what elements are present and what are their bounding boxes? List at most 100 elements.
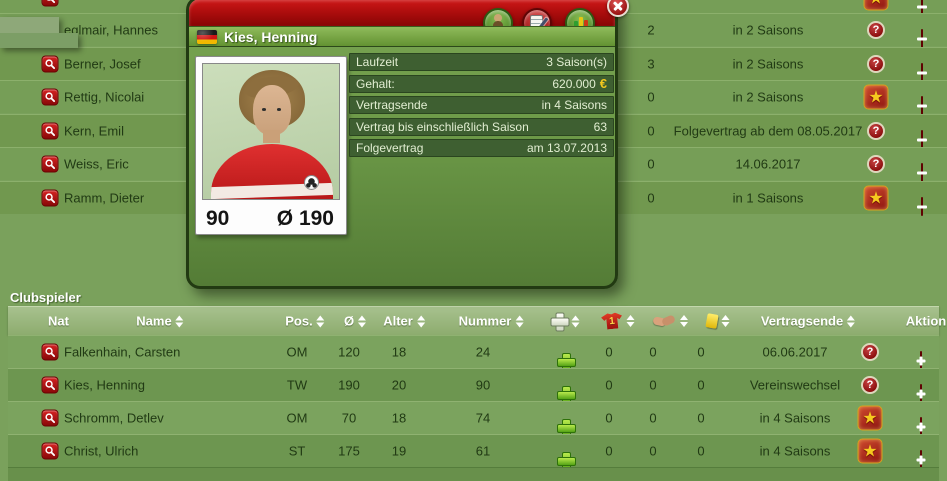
magnifier-icon[interactable]: [41, 343, 59, 361]
table-row: Falkenhain, Carsten OM 120 18 24 0 0 0 0…: [8, 335, 939, 370]
status-badge[interactable]: [861, 376, 879, 394]
menu-fragment-top: [0, 17, 59, 33]
sort-icon[interactable]: [721, 315, 730, 327]
remove-player-button[interactable]: [921, 96, 923, 115]
column-header-avg[interactable]: Ø: [344, 314, 367, 329]
table-row-partial: [8, 467, 939, 481]
popup-player-header: Kies, Henning: [189, 26, 615, 47]
stat-value: 0: [697, 377, 705, 393]
count-value: 3: [647, 56, 655, 72]
sort-icon[interactable]: [316, 315, 325, 327]
magnifier-icon[interactable]: [41, 442, 59, 460]
sort-icon[interactable]: [358, 315, 367, 327]
column-header-pos[interactable]: Pos.: [285, 314, 325, 329]
avg-strength: 190: [338, 377, 360, 393]
sort-icon[interactable]: [626, 315, 635, 327]
detail-label: Gehalt:: [356, 76, 395, 91]
player-name[interactable]: Ramm, Dieter: [64, 190, 145, 206]
magnifier-icon[interactable]: [41, 55, 59, 73]
shirt-number: 24: [475, 344, 491, 360]
sort-icon[interactable]: [847, 315, 856, 327]
detail-value: am 13.07.2013: [526, 141, 607, 155]
column-header-shirt[interactable]: 1: [602, 313, 635, 329]
status-badge[interactable]: [863, 185, 889, 211]
sort-icon[interactable]: [571, 315, 580, 327]
remove-player-button[interactable]: [921, 0, 923, 16]
status-badge[interactable]: [861, 343, 879, 361]
player-name[interactable]: Falkenhain, Carsten: [64, 344, 181, 360]
status-badge[interactable]: [867, 155, 885, 173]
column-header-fitness[interactable]: [550, 312, 580, 332]
section-title: Clubspieler: [10, 290, 81, 305]
magnifier-icon[interactable]: [41, 88, 59, 106]
player-detail-popup: Kies, Henning 90 Ø 190 Laufzeit 3 Saiso: [186, 0, 629, 289]
column-header-handshake[interactable]: [652, 314, 688, 328]
status-badge[interactable]: [867, 21, 885, 39]
detail-value: in 4 Saisons: [541, 98, 607, 112]
add-player-button[interactable]: [920, 450, 922, 469]
detail-label: Vertragsende: [356, 98, 428, 112]
magnifier-icon[interactable]: [41, 376, 59, 394]
detail-label: Folgevertrag: [356, 141, 424, 155]
detail-row: Vertragsende in 4 Saisons: [349, 96, 614, 114]
yellow-card-icon: [705, 313, 719, 329]
add-player-button[interactable]: [920, 417, 922, 436]
stat-value: 0: [697, 344, 705, 360]
sort-icon[interactable]: [680, 315, 688, 327]
detail-label: Laufzeit: [356, 55, 399, 69]
status-badge[interactable]: [863, 0, 889, 11]
table-row: Christ, Ulrich ST 175 19 61 0 0 0 in 4 S…: [8, 434, 939, 469]
magnifier-icon[interactable]: [41, 0, 59, 7]
player-name[interactable]: Kies, Henning: [64, 377, 145, 393]
magnifier-icon[interactable]: [41, 122, 59, 140]
contract-end: 14.06.2017: [735, 156, 801, 172]
position: ST: [288, 443, 306, 459]
detail-value: 3 Saison(s): [546, 55, 607, 69]
close-button[interactable]: [607, 0, 629, 17]
sort-icon[interactable]: [175, 315, 184, 327]
column-header-nat: Nat: [48, 313, 69, 329]
status-badge[interactable]: [857, 438, 883, 464]
stat-value: 0: [649, 410, 657, 426]
remove-player-button[interactable]: [921, 29, 923, 48]
contract-end: in 4 Saisons: [759, 410, 831, 426]
column-header-name[interactable]: Name: [136, 314, 184, 329]
stat-value: 0: [605, 377, 613, 393]
player-name[interactable]: Rettig, Nicolai: [64, 89, 145, 105]
column-header-age[interactable]: Alter: [383, 314, 425, 329]
position: OM: [286, 344, 308, 360]
status-badge[interactable]: [863, 84, 889, 110]
player-name[interactable]: Kern, Emil: [64, 123, 124, 139]
contract-details: Laufzeit 3 Saison(s) Gehalt: 620.000 € Ve…: [349, 53, 614, 161]
avg-strength: 70: [341, 410, 357, 426]
player-name[interactable]: Christ, Ulrich: [64, 443, 139, 459]
status-badge[interactable]: [867, 122, 885, 140]
column-header-vertragsende[interactable]: Vertragsende: [761, 314, 856, 329]
stat-value: 0: [649, 344, 657, 360]
player-name[interactable]: Berner, Josef: [64, 56, 141, 72]
magnifier-icon[interactable]: [41, 189, 59, 207]
magnifier-icon[interactable]: [41, 155, 59, 173]
remove-player-button[interactable]: [921, 63, 923, 82]
column-header-yellowcard[interactable]: [705, 313, 730, 329]
add-player-button[interactable]: [920, 384, 922, 403]
sort-icon[interactable]: [515, 315, 524, 327]
sort-icon[interactable]: [416, 315, 425, 327]
handshake-icon: [651, 313, 676, 329]
club-table-header: Nat Name Pos. Ø Alter Nummer 1 Vertragse…: [8, 306, 946, 335]
player-name[interactable]: eglmair, Hannes: [64, 22, 158, 38]
table-row: eglmair, Hannes 2 in 2 Saisons: [0, 13, 947, 48]
column-header-number[interactable]: Nummer: [459, 314, 524, 329]
detail-row: Folgevertrag am 13.07.2013: [349, 139, 614, 157]
status-badge[interactable]: [857, 405, 883, 431]
magnifier-icon[interactable]: [41, 409, 59, 427]
football-icon: [304, 175, 319, 190]
remove-player-button[interactable]: [921, 163, 923, 182]
remove-player-button[interactable]: [921, 130, 923, 149]
status-badge[interactable]: [867, 55, 885, 73]
detail-value: 63: [593, 119, 607, 134]
add-player-button[interactable]: [920, 351, 922, 370]
player-name[interactable]: Schromm, Detlev: [64, 410, 164, 426]
player-name[interactable]: Weiss, Eric: [64, 156, 129, 172]
remove-player-button[interactable]: [921, 197, 923, 216]
